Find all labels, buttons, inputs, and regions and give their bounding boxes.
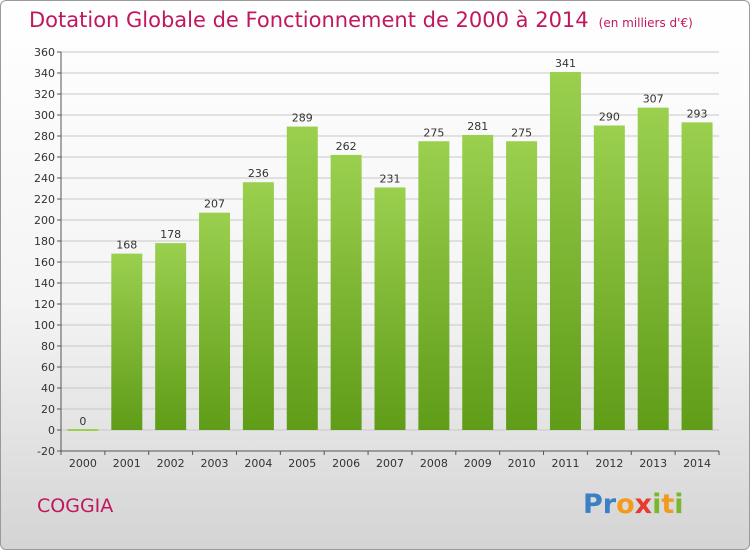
- x-tick-label-2001: 2001: [113, 457, 141, 470]
- bar-2007: [374, 187, 406, 430]
- x-tick-label-2000: 2000: [69, 457, 97, 470]
- chart-title: Dotation Globale de Fonctionnement de 20…: [29, 8, 693, 32]
- bar-2003: [199, 212, 231, 430]
- data-label-2010: 275: [511, 126, 532, 139]
- data-label-2000: 0: [79, 415, 86, 428]
- y-tick-label: 0: [48, 424, 55, 437]
- title-text: Dotation Globale de Fonctionnement de 20…: [29, 8, 589, 32]
- x-tick-label-2010: 2010: [508, 457, 536, 470]
- y-tick-label: 340: [34, 67, 55, 80]
- data-label-2007: 231: [380, 172, 401, 185]
- y-tick-label: 360: [34, 46, 55, 59]
- x-tick-label-2004: 2004: [244, 457, 272, 470]
- y-tick-label: 300: [34, 109, 55, 122]
- y-tick-label: 140: [34, 277, 55, 290]
- data-labels: 0 168 178 207 236 289 262 231 275 281 275 341 290 307…: [79, 57, 707, 428]
- y-tick-label: 220: [34, 193, 55, 206]
- y-tick-label: 200: [34, 214, 55, 227]
- bar-2012: [593, 125, 625, 430]
- data-label-2014: 293: [687, 107, 708, 120]
- unit-label: (en milliers d'€): [598, 16, 693, 30]
- x-tick-label-2008: 2008: [420, 457, 448, 470]
- y-tick-label: 180: [34, 235, 55, 248]
- bar-2013: [637, 107, 669, 431]
- x-tick-label-2012: 2012: [595, 457, 623, 470]
- x-tick-label-2002: 2002: [157, 457, 185, 470]
- data-label-2012: 290: [599, 111, 620, 124]
- x-tick-label-2014: 2014: [683, 457, 711, 470]
- y-tick-label: 120: [34, 298, 55, 311]
- data-label-2001: 168: [116, 239, 137, 252]
- bar-2004: [242, 182, 274, 430]
- bar-2011: [549, 71, 581, 430]
- data-label-2005: 289: [292, 112, 313, 125]
- y-tick-label: 20: [41, 403, 55, 416]
- bars: [67, 71, 713, 431]
- data-label-2003: 207: [204, 198, 225, 211]
- x-tick-label-2005: 2005: [288, 457, 316, 470]
- y-tick-label: 80: [41, 340, 55, 353]
- y-tick-label: -20: [37, 445, 55, 458]
- y-tick-label: 240: [34, 172, 55, 185]
- data-label-2002: 178: [160, 228, 181, 241]
- y-tick-label: 100: [34, 319, 55, 332]
- x-tick-label-2006: 2006: [332, 457, 360, 470]
- y-tick-label: 280: [34, 130, 55, 143]
- data-label-2004: 236: [248, 167, 269, 180]
- y-tick-label: 160: [34, 256, 55, 269]
- y-tick-label: 60: [41, 361, 55, 374]
- data-label-2008: 275: [423, 126, 444, 139]
- bar-2009: [462, 134, 494, 430]
- x-tick-label-2013: 2013: [639, 457, 667, 470]
- y-tick-label: 320: [34, 88, 55, 101]
- bar-2002: [155, 243, 187, 430]
- data-label-2009: 281: [467, 120, 488, 133]
- data-label-2013: 307: [643, 93, 664, 106]
- proxiti-logo[interactable]: Proxiti: [583, 489, 684, 520]
- bar-2005: [286, 126, 318, 431]
- x-tick-label-2003: 2003: [201, 457, 229, 470]
- bar-2010: [506, 141, 538, 430]
- data-label-2011: 341: [555, 57, 576, 70]
- y-tick-label: 260: [34, 151, 55, 164]
- bar-2001: [111, 253, 143, 430]
- commune-name: COGGIA: [37, 495, 114, 517]
- bar-2014: [681, 122, 713, 430]
- data-label-2006: 262: [336, 140, 357, 153]
- x-tick-label-2011: 2011: [551, 457, 579, 470]
- bar-2006: [330, 154, 362, 430]
- x-tick-label-2009: 2009: [464, 457, 492, 470]
- x-tick-label-2007: 2007: [376, 457, 404, 470]
- axes: -20 0 20 40 60 80 100 120 140 160 180 200 220 240 260 2…: [34, 46, 720, 470]
- y-tick-label: 40: [41, 382, 55, 395]
- bar-2008: [418, 141, 450, 430]
